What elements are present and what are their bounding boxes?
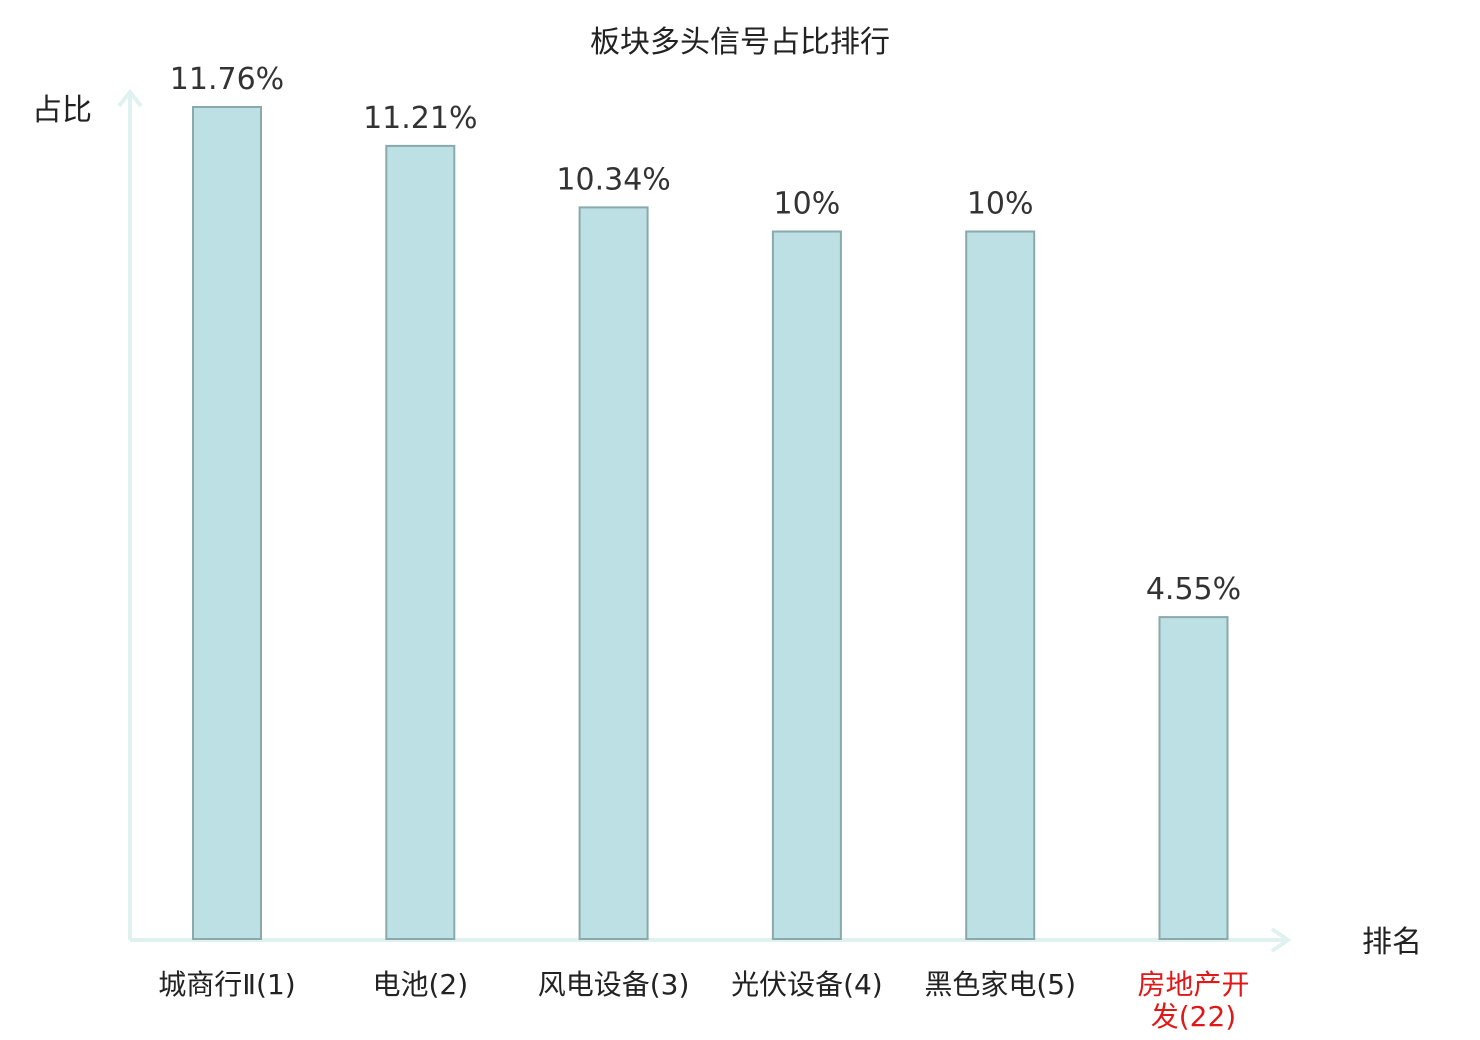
y-axis-arrow: [117, 88, 143, 108]
category-label: 城商行Ⅱ(1): [158, 968, 295, 1001]
bar: [578, 206, 649, 940]
bar-value-label: 11.21%: [363, 101, 477, 136]
bar: [385, 144, 456, 940]
bar: [771, 230, 842, 940]
x-axis-label: 排名: [1362, 925, 1422, 960]
bar-value-label: 10%: [967, 187, 1034, 222]
category-label: 风电设备(3): [538, 968, 690, 1001]
category-label: 电池(2): [372, 968, 468, 1001]
bar: [192, 106, 262, 940]
x-axis-arrow: [1270, 927, 1292, 953]
category-label-line2: 发(22): [1151, 1000, 1236, 1033]
bar-value-label: 10.34%: [556, 162, 670, 197]
bar-value-label: 4.55%: [1146, 572, 1241, 607]
bars-group: 11.76% 城商行Ⅱ(1) 11.21% 电池(2) 10.34% 风电设备(3) 10%…: [158, 62, 1249, 1033]
category-label: 光伏设备(4): [731, 968, 883, 1001]
y-axis-label: 占比: [32, 93, 92, 128]
bar: [1158, 616, 1229, 940]
category-label: 房地产开: [1137, 968, 1249, 1001]
chart-title: 板块多头信号占比排行: [590, 25, 890, 60]
bar-value-label: 10%: [774, 187, 841, 222]
bar-value-label: 11.76%: [170, 62, 284, 97]
bar: [965, 230, 1036, 940]
category-label: 黑色家电(5): [924, 968, 1076, 1001]
